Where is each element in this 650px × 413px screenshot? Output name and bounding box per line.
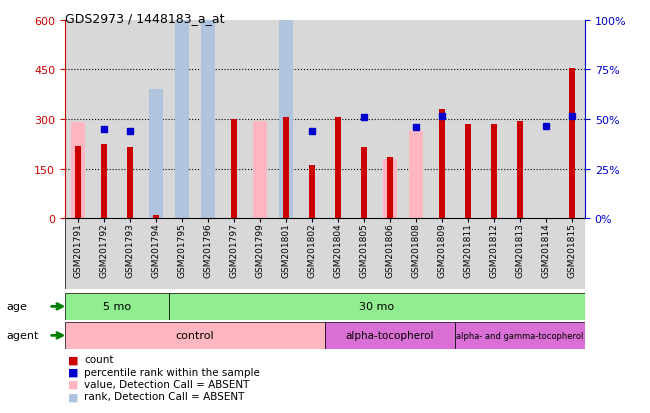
Bar <box>409 131 423 219</box>
Text: percentile rank within the sample: percentile rank within the sample <box>84 367 261 377</box>
FancyBboxPatch shape <box>65 219 585 289</box>
Text: GSM201801: GSM201801 <box>281 222 291 277</box>
Bar <box>439 110 445 219</box>
Bar <box>517 121 523 219</box>
Text: GSM201802: GSM201802 <box>307 222 317 277</box>
Bar <box>387 158 393 219</box>
Text: rank, Detection Call = ABSENT: rank, Detection Call = ABSENT <box>84 392 245 401</box>
Bar <box>465 125 471 219</box>
Bar <box>75 146 81 219</box>
Text: count: count <box>84 354 114 364</box>
Text: GSM201812: GSM201812 <box>489 222 499 277</box>
Bar <box>335 118 341 219</box>
Text: 5 mo: 5 mo <box>103 301 131 312</box>
FancyBboxPatch shape <box>65 322 325 349</box>
Text: alpha-tocopherol: alpha-tocopherol <box>346 330 434 341</box>
Text: GSM201815: GSM201815 <box>567 222 577 277</box>
Text: GSM201797: GSM201797 <box>229 222 239 277</box>
Bar <box>309 166 315 219</box>
Text: alpha- and gamma-tocopherol: alpha- and gamma-tocopherol <box>456 331 584 340</box>
Text: GSM201799: GSM201799 <box>255 222 265 277</box>
Text: agent: agent <box>6 330 39 341</box>
Text: GSM201795: GSM201795 <box>177 222 187 277</box>
Text: ■: ■ <box>68 354 79 364</box>
Bar <box>175 174 189 219</box>
FancyBboxPatch shape <box>455 322 585 349</box>
Text: control: control <box>176 330 214 341</box>
Bar <box>201 171 215 219</box>
Text: GSM201804: GSM201804 <box>333 222 343 277</box>
Text: GSM201809: GSM201809 <box>437 222 447 277</box>
Text: ■: ■ <box>68 367 79 377</box>
Text: GSM201791: GSM201791 <box>73 222 83 277</box>
Text: GDS2973 / 1448183_a_at: GDS2973 / 1448183_a_at <box>65 12 224 25</box>
Bar <box>253 121 267 219</box>
FancyBboxPatch shape <box>65 293 169 320</box>
Text: 30 mo: 30 mo <box>359 301 395 312</box>
Bar <box>175 0 189 219</box>
Bar <box>127 148 133 219</box>
Bar <box>491 125 497 219</box>
Text: GSM201808: GSM201808 <box>411 222 421 277</box>
Text: age: age <box>6 301 27 312</box>
Text: ■: ■ <box>68 379 79 389</box>
Text: GSM201792: GSM201792 <box>99 222 109 277</box>
Bar <box>101 145 107 219</box>
Text: GSM201814: GSM201814 <box>541 222 551 277</box>
Bar <box>361 148 367 219</box>
FancyBboxPatch shape <box>325 322 455 349</box>
Text: GSM201793: GSM201793 <box>125 222 135 277</box>
Text: GSM201813: GSM201813 <box>515 222 525 277</box>
Text: GSM201794: GSM201794 <box>151 222 161 277</box>
Text: GSM201806: GSM201806 <box>385 222 395 277</box>
Bar <box>283 118 289 219</box>
Text: ■: ■ <box>68 392 79 401</box>
Bar <box>149 217 163 219</box>
Bar <box>201 0 215 219</box>
Bar <box>279 0 293 219</box>
FancyBboxPatch shape <box>169 293 585 320</box>
Bar <box>231 120 237 219</box>
Bar <box>149 90 163 219</box>
Text: GSM201805: GSM201805 <box>359 222 369 277</box>
Text: GSM201811: GSM201811 <box>463 222 473 277</box>
Bar <box>71 123 85 219</box>
Bar <box>153 216 159 219</box>
Text: GSM201796: GSM201796 <box>203 222 213 277</box>
Bar <box>383 159 397 219</box>
Text: value, Detection Call = ABSENT: value, Detection Call = ABSENT <box>84 379 250 389</box>
Bar <box>569 69 575 219</box>
